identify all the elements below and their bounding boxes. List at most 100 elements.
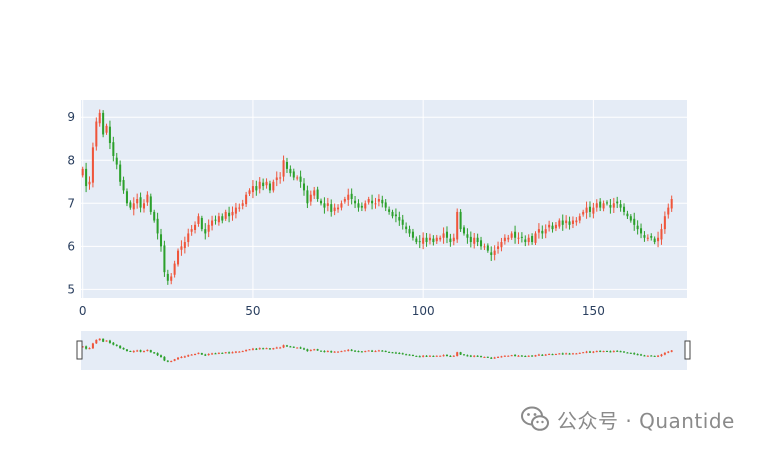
rangeslider-background[interactable] bbox=[81, 331, 687, 370]
slider-candle-body bbox=[275, 347, 278, 349]
candle-body bbox=[105, 125, 108, 133]
candle-body bbox=[217, 216, 220, 223]
candle-body bbox=[231, 211, 234, 216]
slider-candle-body bbox=[350, 349, 353, 351]
rangeslider-left-handle[interactable] bbox=[76, 340, 83, 360]
slider-candle-body bbox=[524, 356, 527, 358]
slider-candle-body bbox=[425, 355, 428, 357]
candle-body bbox=[251, 186, 254, 193]
candle-body bbox=[234, 207, 237, 214]
candle-body bbox=[548, 224, 551, 228]
candle-body bbox=[302, 183, 306, 191]
slider-candle-body bbox=[394, 352, 397, 354]
candle-body bbox=[187, 233, 190, 243]
slider-candle-body bbox=[333, 351, 336, 353]
candle-body bbox=[142, 203, 146, 209]
candle-body bbox=[313, 190, 316, 196]
candle-body bbox=[456, 211, 459, 240]
slider-candle-body bbox=[197, 352, 200, 354]
slider-candle-body bbox=[258, 348, 261, 350]
candle-body bbox=[163, 245, 166, 273]
slider-candle-body bbox=[354, 350, 357, 352]
candle-body bbox=[129, 202, 132, 208]
candle-body bbox=[136, 199, 139, 204]
slider-candle-body bbox=[432, 355, 435, 357]
candle-body bbox=[667, 207, 670, 215]
slider-candle-body bbox=[156, 353, 159, 356]
candle-body bbox=[258, 181, 261, 189]
candle-body bbox=[405, 226, 408, 230]
candle-body bbox=[108, 126, 111, 144]
slider-candle-body bbox=[650, 355, 653, 357]
slider-candle-body bbox=[575, 353, 578, 355]
slider-candle-body bbox=[115, 344, 118, 346]
slider-candle-body bbox=[166, 360, 169, 362]
x-tick-label: 150 bbox=[582, 304, 605, 318]
slider-candle-body bbox=[653, 355, 656, 357]
candle-body bbox=[650, 236, 653, 238]
slider-candle-body bbox=[91, 343, 94, 349]
candle-body bbox=[115, 157, 118, 165]
slider-candle-body bbox=[486, 356, 489, 358]
rangeslider-right-handle[interactable] bbox=[684, 340, 691, 360]
slider-candle-body bbox=[629, 352, 632, 354]
candle-body bbox=[296, 177, 299, 179]
slider-candle-body bbox=[279, 347, 282, 349]
candle-body bbox=[520, 236, 523, 238]
candle-body bbox=[551, 225, 554, 230]
candle-body bbox=[415, 238, 418, 243]
candle-body bbox=[272, 181, 275, 191]
candle-body bbox=[497, 246, 500, 249]
y-tick-label: 7 bbox=[67, 196, 75, 210]
candle-body bbox=[371, 200, 374, 204]
slider-candle-body bbox=[445, 354, 449, 356]
slider-candle-body bbox=[217, 352, 220, 354]
slider-candle-body bbox=[422, 355, 425, 357]
candle-body bbox=[330, 204, 333, 212]
candle-body bbox=[411, 231, 414, 238]
slider-candle-body bbox=[262, 348, 265, 350]
slider-candle-body bbox=[231, 352, 234, 354]
candle-body bbox=[98, 112, 101, 124]
slider-candle-body bbox=[112, 342, 115, 345]
candle-body bbox=[340, 203, 343, 208]
slider-candle-body bbox=[428, 355, 431, 357]
candle-body bbox=[445, 231, 449, 238]
slider-candle-body bbox=[125, 349, 128, 352]
slider-candle-body bbox=[241, 351, 244, 353]
slider-candle-body bbox=[183, 356, 186, 358]
slider-candle-body bbox=[255, 348, 258, 350]
slider-candle-body bbox=[640, 354, 643, 356]
slider-candle-body bbox=[667, 351, 670, 353]
candle-body bbox=[265, 181, 268, 186]
slider-candle-body bbox=[551, 354, 554, 356]
candle-body bbox=[248, 190, 251, 194]
slider-candle-body bbox=[194, 354, 197, 356]
candle-body bbox=[571, 220, 574, 224]
slider-candle-body bbox=[347, 349, 350, 351]
slider-candle-body bbox=[224, 352, 227, 354]
candle-body bbox=[398, 217, 401, 221]
candle-body bbox=[275, 177, 278, 181]
y-tick-label: 6 bbox=[67, 239, 75, 253]
candle-body bbox=[159, 234, 163, 247]
candle-body bbox=[156, 218, 159, 234]
candle-body bbox=[537, 229, 540, 233]
slider-candle-body bbox=[364, 351, 367, 353]
candle-body bbox=[541, 230, 544, 234]
slider-candle-body bbox=[592, 351, 595, 353]
slider-candle-body bbox=[480, 356, 483, 358]
slider-candle-body bbox=[439, 355, 442, 357]
candle-body bbox=[360, 205, 363, 208]
candle-body bbox=[633, 218, 636, 225]
candle-body bbox=[622, 206, 626, 212]
main-plot-background bbox=[81, 100, 687, 298]
slider-candle-body bbox=[619, 351, 622, 353]
candle-body bbox=[384, 202, 387, 208]
slider-candle-body bbox=[81, 346, 84, 348]
candle-body bbox=[245, 194, 248, 205]
candle-body bbox=[442, 233, 445, 238]
candle-body bbox=[292, 171, 295, 178]
slider-candle-body bbox=[534, 355, 537, 357]
slider-candle-body bbox=[514, 354, 517, 356]
